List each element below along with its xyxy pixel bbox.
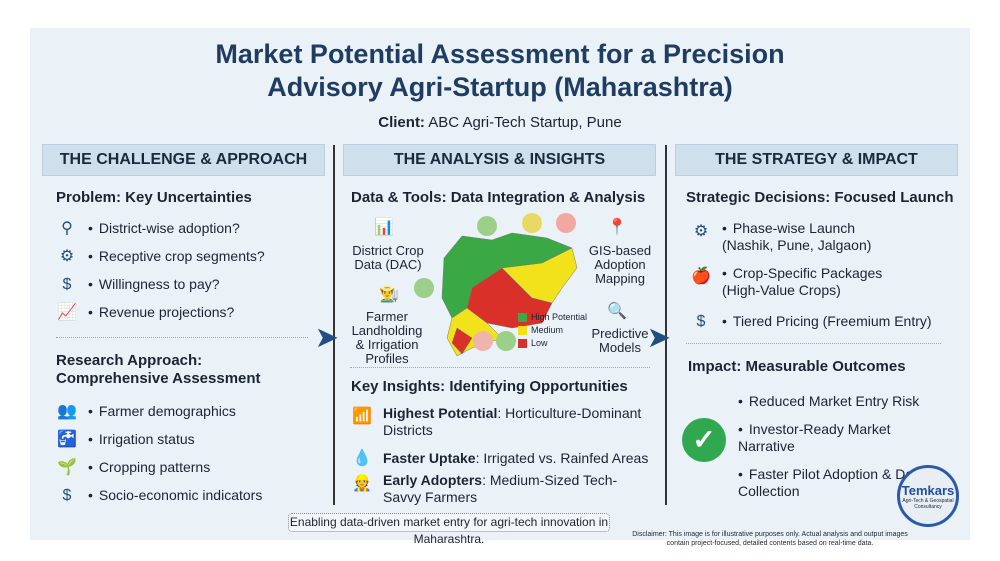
approach-item: 🌱Cropping patterns	[56, 456, 210, 478]
hand-coin-icon: $	[696, 312, 706, 330]
insight-item: 👷 Early Adopters: Medium-Sized Tech-Savvy…	[352, 472, 618, 505]
crop-photo-icon	[522, 213, 542, 233]
divider	[56, 337, 308, 338]
crop-photo-icon	[496, 331, 516, 351]
approach-item: 👥Farmer demographics	[56, 400, 236, 422]
problem-item: ⚙Receptive crop segments?	[56, 245, 265, 267]
crops-icon: 🌱	[57, 458, 77, 476]
strategy-item: 🍎Crop-Specific Packages (High-Value Crop…	[690, 265, 900, 299]
client-line: Client: ABC Agri-Tech Startup, Pune	[378, 114, 622, 131]
hand-coin-icon: $	[62, 486, 72, 504]
map-pin-icon: 📍	[607, 219, 627, 236]
tool-label-predictive: Predictive Models	[591, 326, 649, 355]
legend-item-medium: Medium	[518, 324, 587, 337]
crop-photo-icon	[556, 213, 576, 233]
problem-item: 📈Revenue projections?	[56, 301, 234, 323]
approach-item: 🚰Irrigation status	[56, 428, 195, 450]
column-header-analysis: THE ANALYSIS & INSIGHTS	[343, 144, 656, 176]
crop-photo-icon	[477, 216, 497, 236]
tools-title: Data & Tools: Data Integration & Analysi…	[351, 189, 646, 206]
temkars-logo: Temkars Agri-Tech & Geospatial Consultan…	[897, 465, 959, 527]
problem-title: Problem: Key Uncertainties	[56, 189, 252, 206]
checkmark-icon: ✓	[682, 418, 726, 462]
impact-item: Investor-Ready Market Narrative	[738, 421, 918, 455]
farmer-field-icon: 👨‍🌾	[379, 286, 399, 303]
strategy-item: ⚙Phase-wise Launch (Nashik, Pune, Jalgao…	[690, 220, 890, 254]
divider	[686, 343, 941, 344]
approach-item: $Socio-economic indicators	[56, 484, 263, 506]
magnifier-chart-icon: 🔍	[607, 303, 627, 320]
legend-item-high: High Potential	[518, 311, 587, 324]
flow-arrow-icon: ➤	[316, 322, 338, 352]
apple-hand-icon: 🍎	[691, 267, 711, 285]
column-divider	[333, 145, 335, 505]
tool-label-farmer: Farmer Landholding & Irrigation Profiles	[351, 309, 423, 366]
page-title: Market Potential Assessment for a Precis…	[215, 39, 785, 102]
legend-item-low: Low	[518, 337, 587, 350]
bar-chart-icon: 📶	[352, 407, 372, 425]
gears-icon: ⚙	[59, 247, 75, 265]
impact-title: Impact: Measurable Outcomes	[688, 358, 906, 375]
tool-label-district: District Crop Data (DAC)	[352, 243, 424, 272]
column-header-strategy: THE STRATEGY & IMPACT	[675, 144, 958, 176]
tool-label-gis: GIS-based Adoption Mapping	[588, 243, 652, 286]
tap-icon: 🚰	[57, 430, 77, 448]
crop-photo-icon	[473, 331, 493, 351]
insight-item: 📶 Highest Potential: Horticulture-Dominan…	[352, 405, 642, 438]
people-icon: 👥	[57, 402, 77, 420]
map-legend: High Potential Medium Low	[518, 311, 587, 350]
insight-item: 💧 Faster Uptake: Irrigated vs. Rainfed Ar…	[351, 447, 656, 469]
strategy-title: Strategic Decisions: Focused Launch	[686, 189, 954, 206]
hand-coin-icon: $	[62, 275, 72, 293]
water-drop-icon: 💧	[352, 449, 372, 467]
footer-tagline: Enabling data-driven market entry for ag…	[288, 513, 610, 546]
strategy-item: $Tiered Pricing (Freemium Entry)	[690, 310, 932, 332]
farmer-icon: 👷	[352, 474, 372, 492]
problem-item: ⚲District-wise adoption?	[56, 217, 240, 239]
crop-photo-icon	[414, 278, 434, 298]
impact-item: Reduced Market Entry Risk	[738, 393, 919, 410]
gear-chart-icon: ⚙	[693, 222, 709, 240]
map-pin-person-icon: ⚲	[61, 219, 73, 237]
divider	[350, 367, 650, 368]
growth-chart-icon: 📈	[57, 303, 77, 321]
approach-title: Research Approach: Comprehensive Assessme…	[56, 352, 261, 387]
column-header-challenge: THE CHALLENGE & APPROACH	[42, 144, 325, 176]
flow-arrow-icon: ➤	[648, 322, 670, 352]
disclaimer: Disclaimer: This image is for illustrati…	[632, 531, 908, 547]
map-region-low	[451, 267, 553, 355]
district-data-icon: 📊	[374, 219, 394, 236]
insights-title: Key Insights: Identifying Opportunities	[351, 378, 628, 395]
impact-item: Faster Pilot Adoption & Data Collection	[738, 466, 948, 500]
column-divider	[665, 145, 667, 505]
problem-item: $Willingness to pay?	[56, 273, 220, 295]
